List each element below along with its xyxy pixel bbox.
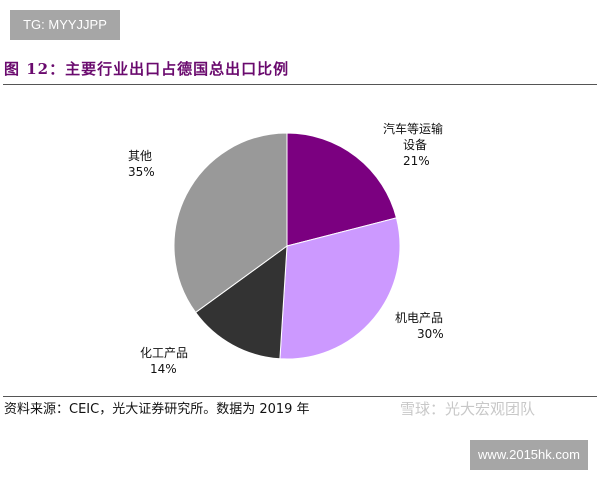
slice-category-label: 设备: [403, 138, 427, 152]
slice-value-label: 35%: [128, 165, 155, 179]
xueqiu-watermark: 雪球：光大宏观团队: [400, 400, 536, 418]
slice-category-label: 汽车等运输: [383, 121, 443, 136]
site-watermark: www.2015hk.com: [470, 440, 588, 470]
slice-value-label: 30%: [417, 327, 444, 341]
slice-value-label: 21%: [403, 154, 430, 168]
pie-slice: [194, 244, 288, 360]
pie-slice: [173, 132, 288, 314]
slice-category-label: 其他: [128, 149, 152, 163]
slice-value-label: 14%: [150, 362, 177, 376]
pie-slice: [286, 132, 398, 247]
slice-category-label: 机电产品: [395, 311, 443, 325]
title-divider: [3, 84, 597, 85]
watermark-tag: TG: MYYJJPP: [10, 10, 120, 40]
pie-slice: [279, 217, 401, 360]
figure-title: 图 12：主要行业出口占德国总出口比例: [4, 60, 290, 78]
source-note: 资料来源：CEIC，光大证券研究所。数据为 2019 年: [4, 402, 310, 417]
source-divider: [3, 396, 597, 397]
slice-category-label: 化工产品: [140, 346, 188, 360]
